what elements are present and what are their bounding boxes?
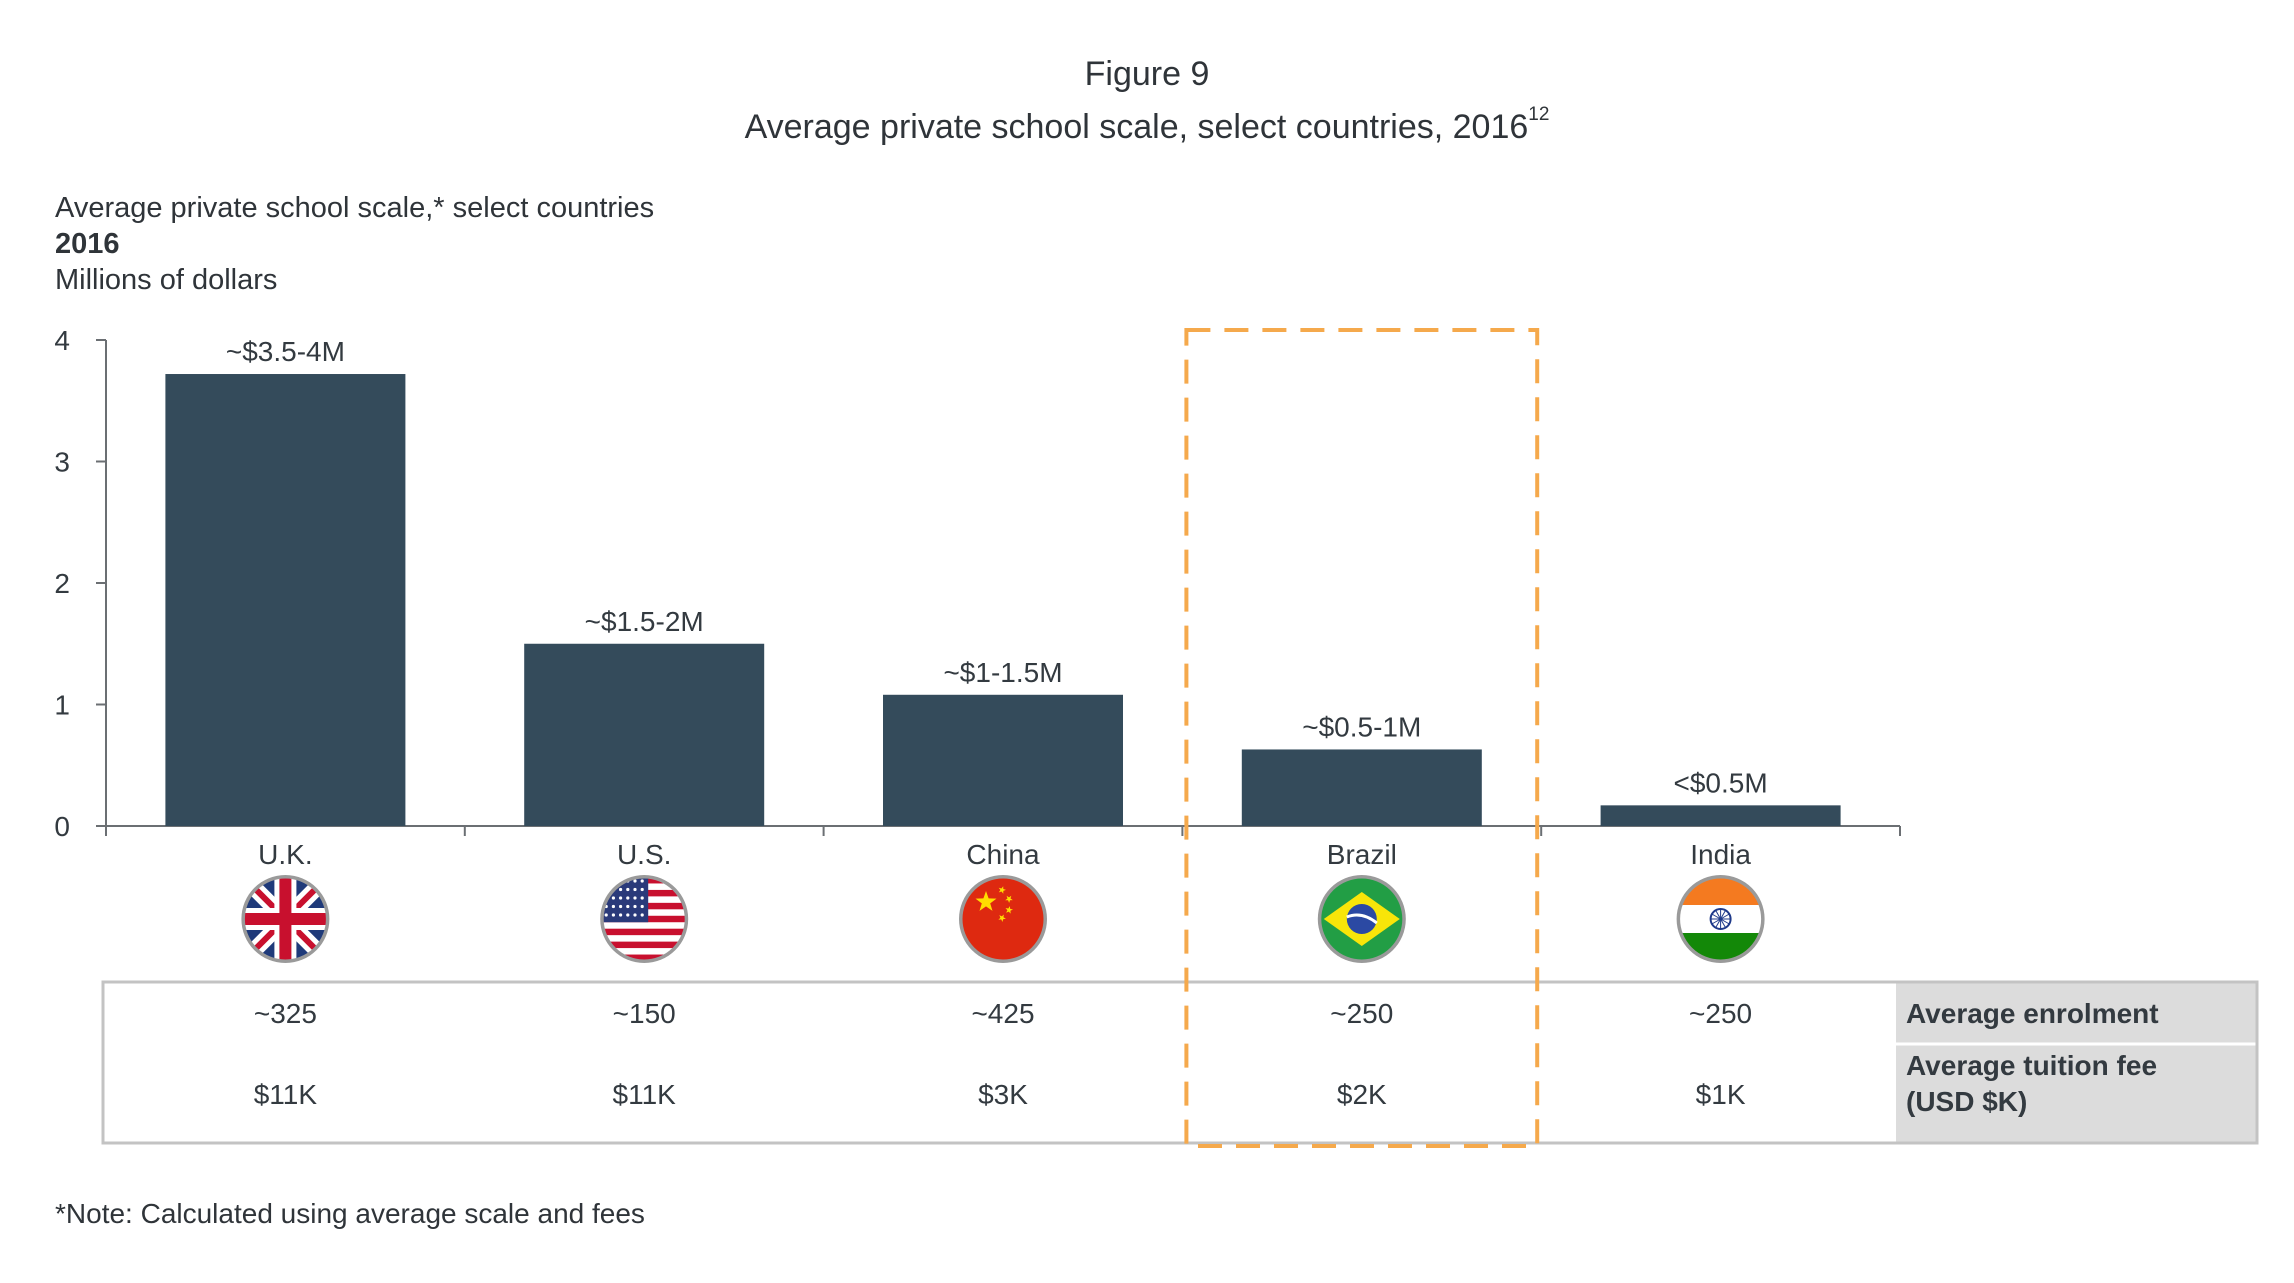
table-cell: ~150: [613, 998, 676, 1029]
bar: [1241, 749, 1482, 826]
table-cell: $11K: [254, 1079, 318, 1110]
data-label: ~$1-1.5M: [943, 657, 1062, 688]
table-row-label: Average enrolment: [1906, 998, 2159, 1029]
chart-year: 2016: [55, 228, 120, 260]
y-tick-label: 2: [54, 568, 70, 599]
data-label: ~$1.5-2M: [585, 606, 704, 637]
x-tick-label: India: [1690, 839, 1751, 870]
chart-labels: ~$3.5-4M U.K. ~$1.5-2M U.S. ~$1-1.5M China ~$0…: [226, 336, 1768, 870]
table-row-label: (USD $K): [1906, 1086, 2027, 1117]
footnote: *Note: Calculated using average scale an…: [55, 1198, 645, 1229]
india-flag-icon: [1676, 875, 1765, 963]
data-label: ~$3.5-4M: [226, 336, 345, 367]
data-table: ~325 ~150 ~425 ~250 ~250 Average enrolment $11…: [101, 980, 2259, 1145]
figure-subtitle-footnote: 12: [1528, 103, 1550, 125]
uk-flag-icon: [241, 875, 330, 963]
table-cell: ~425: [971, 998, 1034, 1029]
x-tick-label: U.S.: [617, 839, 671, 870]
table-cell: $2K: [1337, 1079, 1387, 1110]
bar: [524, 643, 765, 826]
y-tick-label: 3: [54, 447, 70, 478]
y-tick-label: 0: [54, 811, 70, 842]
figure-subtitle-text: Average private school scale, select cou…: [744, 108, 1529, 146]
bar: [165, 374, 406, 826]
data-label: <$0.5M: [1674, 767, 1768, 798]
chart-bars: [165, 374, 1841, 826]
bar: [883, 694, 1123, 826]
table-cell: ~250: [1689, 998, 1752, 1029]
chart-title: Average private school scale,* select co…: [55, 192, 655, 224]
figure-label: Figure 9: [1084, 55, 1210, 93]
table-cell: $1K: [1696, 1079, 1746, 1110]
table-row-label: Average tuition fee: [1906, 1050, 2157, 1081]
data-label: ~$0.5-1M: [1302, 711, 1421, 742]
table-label-column: [1896, 982, 2257, 1143]
x-tick-label: Brazil: [1327, 839, 1397, 870]
x-tick-label: China: [966, 839, 1040, 870]
table-cell: ~325: [254, 998, 317, 1029]
highlight-box: [1184, 328, 1540, 1148]
highlight-dashed-box: [1184, 328, 1540, 1148]
brazil-flag-icon: [1317, 875, 1406, 963]
x-tick-label: U.K.: [258, 839, 312, 870]
us-flag-icon: [600, 875, 689, 963]
figure-subtitle: Average private school scale, select cou…: [0, 104, 2294, 147]
table-cell: $3K: [978, 1079, 1028, 1110]
y-tick-label: 1: [54, 690, 70, 721]
table-cell: $11K: [613, 1079, 677, 1110]
china-flag-icon: [959, 875, 1047, 963]
bar: [1600, 805, 1841, 826]
table-border: [101, 980, 2259, 1145]
table-cell: ~250: [1330, 998, 1393, 1029]
y-tick-label: 4: [54, 325, 70, 356]
chart-ylabel: Millions of dollars: [55, 264, 278, 296]
country-flags: [241, 875, 1765, 963]
